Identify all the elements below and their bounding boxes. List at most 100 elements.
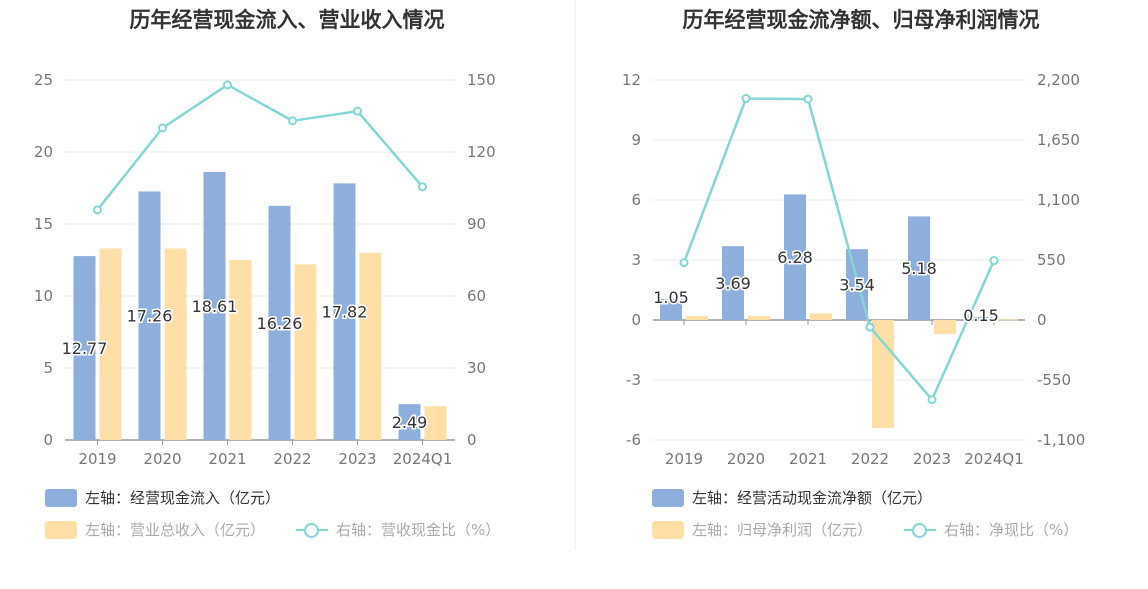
y-right-tick-label: -550	[1037, 371, 1071, 389]
bar	[908, 216, 930, 320]
y-left-tick-label: 15	[34, 215, 53, 233]
legend-item-cash-inflow[interactable]: 左轴：经营现金流入（亿元）	[45, 487, 280, 508]
bar	[934, 320, 956, 334]
legend-label: 右轴：营收现金比（%）	[336, 521, 501, 539]
y-left-tick-label: 25	[34, 71, 53, 89]
x-tick-label: 2019	[78, 450, 116, 468]
y-right-tick-label: 1,100	[1037, 191, 1080, 209]
data-label: 2.49	[392, 413, 428, 432]
bar	[138, 191, 161, 440]
legend-swatch-bar	[45, 488, 77, 507]
series-line	[682, 97, 996, 402]
y-right-tick-label: 0	[467, 431, 477, 449]
bar	[99, 248, 122, 440]
chart-plot-area: -6 -3 0 3 6 9 12 -1,100 -550 0 550 1,100 1,650 2,200 2…	[622, 71, 1085, 468]
y-right-tick-label: 60	[467, 287, 486, 305]
y-right-tick-label: 1,650	[1037, 131, 1080, 149]
y-right-tick-label: 90	[467, 215, 486, 233]
bar	[294, 264, 317, 440]
bar	[722, 246, 744, 320]
x-tick-label: 2021	[789, 450, 827, 468]
line-point	[927, 395, 937, 405]
legend-item-net-cash-ratio[interactable]: 右轴：净现比（%）	[904, 519, 1078, 540]
bar	[784, 194, 806, 320]
bar	[748, 316, 770, 320]
bar	[203, 172, 226, 441]
x-tick-label: 2022	[273, 450, 311, 468]
data-label: 3.69	[715, 274, 751, 293]
data-label: 3.54	[839, 276, 875, 295]
cash-inflow-revenue-chart: 历年经营现金流入、营业收入情况 0 5 10 15 20 25 0 30 60 90 120 150 2…	[34, 8, 500, 540]
y-right-tick-label: 30	[467, 359, 486, 377]
x-tick-label: 2021	[208, 450, 246, 468]
bar	[398, 404, 421, 440]
line-point	[223, 80, 232, 90]
bar	[164, 248, 187, 440]
line-point	[353, 106, 362, 116]
legend-swatch-line-icon	[904, 521, 936, 539]
net-cashflow-profit-chart: 历年经营现金流净额、归母净利润情况 -6 -3 0 3 6 9 12 -1,100 -550 0 5…	[574, 0, 1148, 589]
data-label: 12.77	[62, 339, 108, 358]
bar	[872, 320, 894, 428]
line-point	[93, 205, 102, 215]
line-point	[679, 258, 689, 268]
line-point	[418, 182, 427, 192]
y-right-tick-label: 0	[1037, 311, 1047, 329]
data-label: 5.18	[901, 259, 937, 278]
bar	[686, 316, 708, 320]
legend-item-revenue[interactable]: 左轴：营业总收入（亿元）	[45, 519, 265, 540]
y-left-tick-label: 5	[43, 359, 53, 377]
chart-title: 历年经营现金流入、营业收入情况	[129, 8, 445, 32]
legend-label: 左轴：经营活动现金流净额（亿元）	[692, 489, 933, 507]
line-point	[158, 123, 167, 133]
legend-item-net-cashflow[interactable]: 左轴：经营活动现金流净额（亿元）	[652, 487, 932, 508]
bar	[73, 256, 96, 440]
y-left-tick-label: 20	[34, 143, 53, 161]
x-tick-label: 2023	[338, 450, 376, 468]
bar	[970, 317, 992, 320]
y-right-tick-label: 120	[467, 143, 496, 161]
line-point	[803, 94, 813, 104]
line-point	[865, 322, 875, 332]
y-left-tick-label: 3	[631, 251, 641, 269]
x-tick-label: 2019	[665, 450, 703, 468]
y-right-tick-label: -1,100	[1037, 431, 1085, 449]
y-left-tick-label: -6	[626, 431, 641, 449]
chart-title: 历年经营现金流净额、归母净利润情况	[682, 8, 1040, 32]
line-point	[741, 94, 751, 104]
data-label: 16.26	[257, 314, 303, 333]
data-label: 0.15	[963, 306, 999, 325]
legend-swatch-line-icon	[296, 521, 328, 539]
bar	[359, 252, 382, 440]
y-left-tick-label: 0	[43, 431, 53, 449]
bar	[268, 205, 291, 440]
y-left-tick-label: 12	[622, 71, 641, 89]
legend-item-net-profit[interactable]: 左轴：归母净利润（亿元）	[652, 519, 872, 540]
y-left-tick-label: 9	[631, 131, 641, 149]
x-tick-label: 2020	[143, 450, 181, 468]
x-tick-label: 2020	[727, 450, 765, 468]
data-label: 1.05	[653, 288, 689, 307]
legend-label: 左轴：经营现金流入（亿元）	[85, 489, 281, 507]
data-label: 17.26	[127, 307, 173, 326]
bar	[333, 183, 356, 440]
legend-item-revenue-cash-ratio[interactable]: 右轴：营收现金比（%）	[296, 519, 500, 540]
panel-divider	[575, 0, 576, 550]
y-left-tick-label: 10	[34, 287, 53, 305]
legend-label: 右轴：净现比（%）	[944, 521, 1079, 539]
legend-swatch-bar	[652, 488, 684, 507]
data-label: 18.61	[192, 297, 238, 316]
y-right-tick-label: 150	[467, 71, 496, 89]
legend-label: 左轴：归母净利润（亿元）	[692, 521, 873, 539]
bar	[229, 260, 252, 440]
chart-plot-area: 0 5 10 15 20 25 0 30 60 90 120 150 2019 2020 2021 2022 2…	[34, 71, 496, 468]
line-point	[989, 256, 999, 266]
line-point	[288, 116, 297, 126]
bar	[660, 299, 682, 320]
x-tick-label: 2023	[913, 450, 951, 468]
data-label: 17.82	[322, 303, 368, 322]
x-tick-label: 2024Q1	[964, 450, 1024, 468]
y-left-tick-label: 6	[631, 191, 641, 209]
bar	[810, 313, 832, 320]
bar	[996, 319, 1018, 321]
